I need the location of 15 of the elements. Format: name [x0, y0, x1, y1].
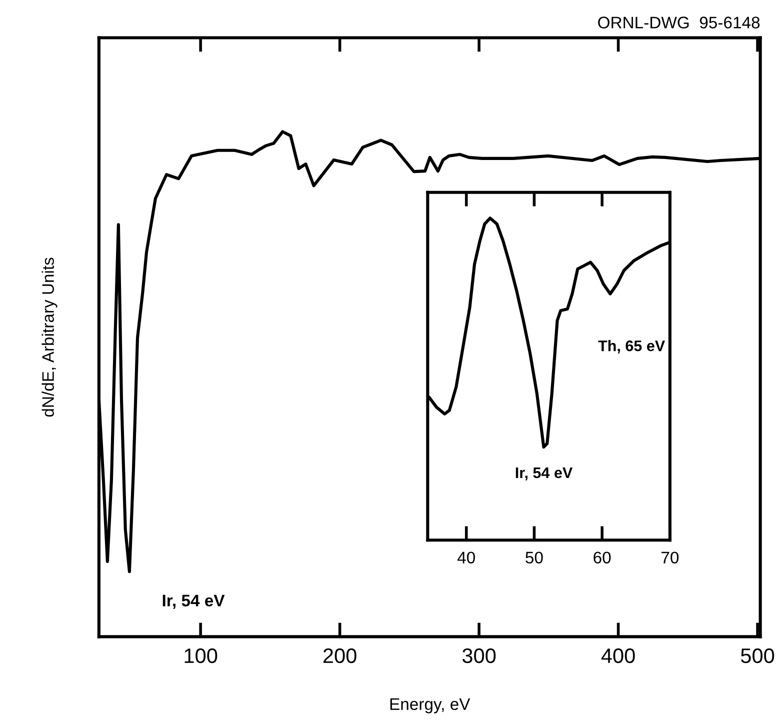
x-tick-label: 200 [323, 648, 356, 664]
x-tick-label: 100 [184, 648, 218, 664]
x-tick-label: 40 [457, 552, 475, 564]
text: ORNL-DWG 95-6148 [598, 16, 760, 28]
x-tick-label: 50 [526, 552, 543, 564]
y-axis-title: dN/dE, Arbitrary Units [42, 258, 58, 417]
x-tick-label: 500 [740, 648, 774, 664]
x-tick-label: 400 [601, 648, 635, 664]
annotation: Th, 65 eV [598, 340, 665, 354]
annotation: Ir, 54 eV [162, 594, 225, 609]
x-tick-label: 60 [594, 552, 611, 564]
annotation: Ir, 54 eV [516, 468, 573, 480]
x-tick-label: 70 [662, 552, 679, 564]
x-axis-title: Energy, eV [390, 698, 470, 714]
x-tick-label: 300 [462, 648, 496, 664]
